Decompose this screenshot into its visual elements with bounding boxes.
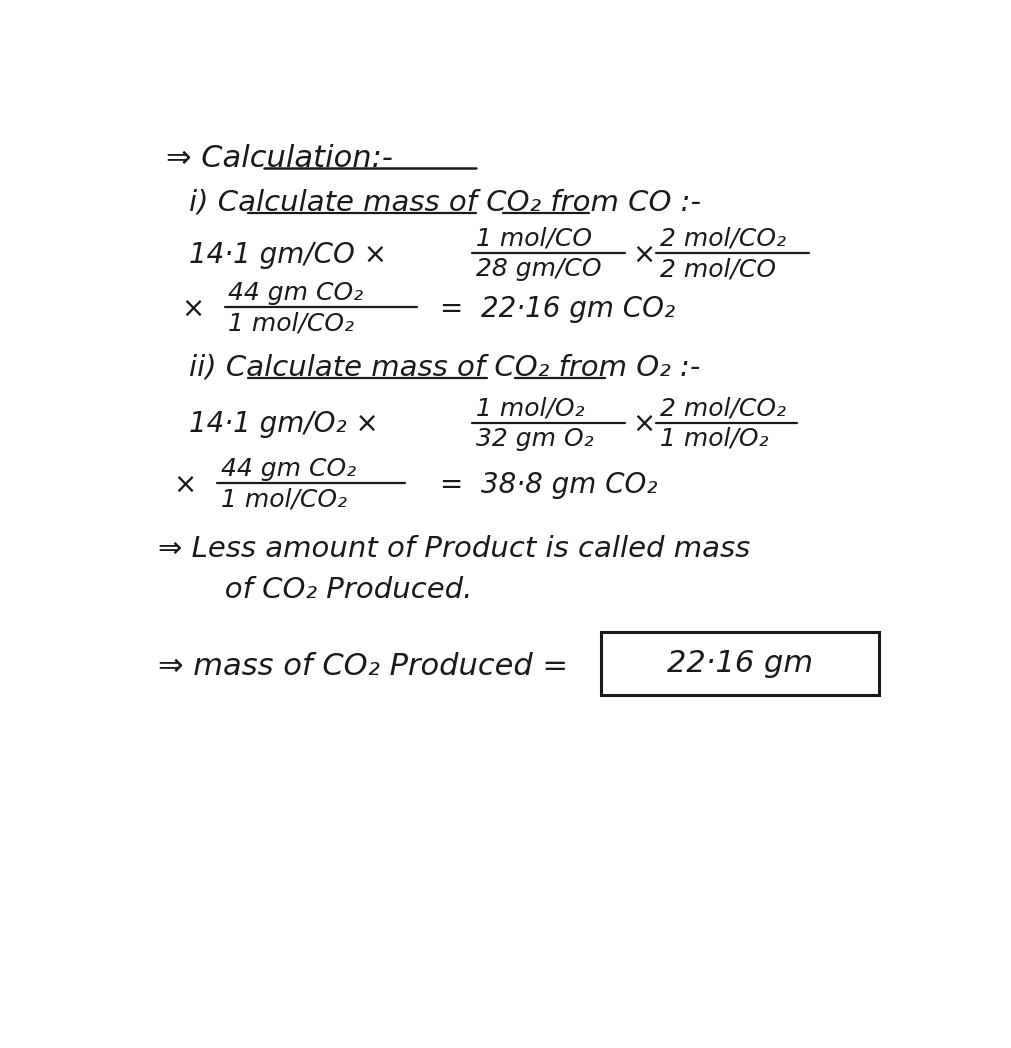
Text: 2 mol/CO₂: 2 mol/CO₂ [659,396,786,420]
Text: 2 mol/CO₂: 2 mol/CO₂ [659,226,786,250]
Text: ii) Calculate mass of CO₂ from O₂ :-: ii) Calculate mass of CO₂ from O₂ :- [189,354,700,381]
Text: 1 mol/CO₂: 1 mol/CO₂ [228,311,354,335]
Text: 44 gm CO₂: 44 gm CO₂ [228,281,363,305]
Text: ⇒ mass of CO₂ Produced =: ⇒ mass of CO₂ Produced = [158,652,567,681]
Text: 22·16 gm: 22·16 gm [666,649,813,678]
Text: ×: × [181,294,204,323]
FancyBboxPatch shape [601,632,879,695]
Text: ×: × [174,471,196,499]
Text: 1 mol/CO₂: 1 mol/CO₂ [220,487,347,511]
Text: 28 gm/CO: 28 gm/CO [475,258,601,282]
Text: 1 mol/O₂: 1 mol/O₂ [475,396,583,420]
Text: =  38·8 gm CO₂: = 38·8 gm CO₂ [440,471,657,499]
Text: of CO₂ Produced.: of CO₂ Produced. [197,575,472,604]
Text: 44 gm CO₂: 44 gm CO₂ [220,457,356,481]
Text: 14·1 gm/O₂ ×: 14·1 gm/O₂ × [189,411,379,438]
Text: ×: × [632,241,655,269]
Text: 1 mol/O₂: 1 mol/O₂ [659,427,767,451]
Text: ⇒ Calculation:-: ⇒ Calculation:- [166,144,392,173]
Text: 1 mol/CO: 1 mol/CO [475,226,590,250]
Text: 14·1 gm/CO ×: 14·1 gm/CO × [189,241,387,269]
Text: =  22·16 gm CO₂: = 22·16 gm CO₂ [440,294,674,323]
Text: 2 mol/CO: 2 mol/CO [659,258,775,282]
Text: ×: × [632,411,655,438]
Text: i) Calculate mass of CO₂ from CO :-: i) Calculate mass of CO₂ from CO :- [189,189,701,217]
Text: ⇒ Less amount of Product is called mass: ⇒ Less amount of Product is called mass [158,536,749,564]
Text: 32 gm O₂: 32 gm O₂ [475,427,592,451]
